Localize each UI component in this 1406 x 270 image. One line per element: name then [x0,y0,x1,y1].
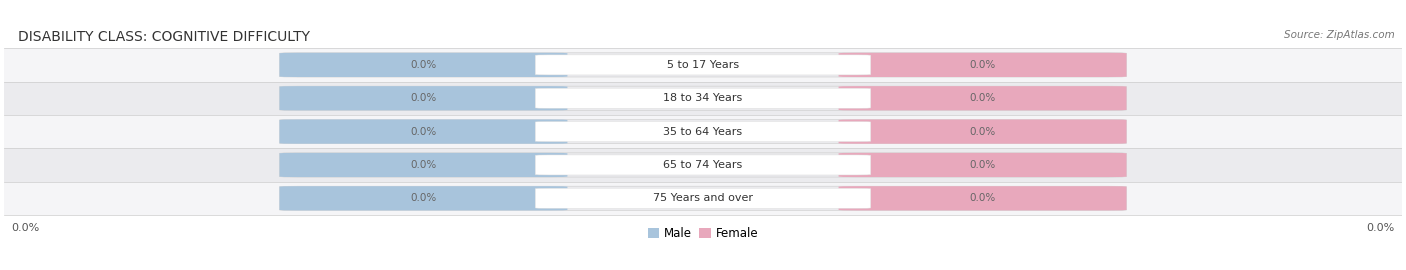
Text: 65 to 74 Years: 65 to 74 Years [664,160,742,170]
FancyBboxPatch shape [280,53,1126,77]
Text: 0.0%: 0.0% [411,127,437,137]
FancyBboxPatch shape [280,120,568,144]
Text: 0.0%: 0.0% [969,93,995,103]
Text: 35 to 64 Years: 35 to 64 Years [664,127,742,137]
Text: 5 to 17 Years: 5 to 17 Years [666,60,740,70]
FancyBboxPatch shape [838,186,1126,210]
FancyBboxPatch shape [280,120,1126,144]
FancyBboxPatch shape [280,186,568,210]
Bar [4,48,1402,82]
FancyBboxPatch shape [536,88,870,108]
Bar [4,82,1402,115]
Text: 0.0%: 0.0% [411,93,437,103]
Text: 0.0%: 0.0% [411,60,437,70]
FancyBboxPatch shape [536,155,870,175]
FancyBboxPatch shape [280,186,1126,210]
Text: 0.0%: 0.0% [969,127,995,137]
Text: 18 to 34 Years: 18 to 34 Years [664,93,742,103]
FancyBboxPatch shape [536,122,870,141]
Bar [4,115,1402,148]
Text: 0.0%: 0.0% [969,160,995,170]
Bar [4,148,1402,182]
Text: 0.0%: 0.0% [969,60,995,70]
Text: 0.0%: 0.0% [411,160,437,170]
FancyBboxPatch shape [280,153,568,177]
FancyBboxPatch shape [838,120,1126,144]
Text: Source: ZipAtlas.com: Source: ZipAtlas.com [1284,29,1395,39]
FancyBboxPatch shape [838,53,1126,77]
Text: 0.0%: 0.0% [1367,224,1395,234]
Legend: Male, Female: Male, Female [643,222,763,245]
Text: 0.0%: 0.0% [11,224,39,234]
FancyBboxPatch shape [280,86,1126,110]
Text: 0.0%: 0.0% [411,193,437,203]
FancyBboxPatch shape [536,55,870,75]
FancyBboxPatch shape [838,153,1126,177]
FancyBboxPatch shape [280,53,568,77]
Text: DISABILITY CLASS: COGNITIVE DIFFICULTY: DISABILITY CLASS: COGNITIVE DIFFICULTY [18,29,311,43]
FancyBboxPatch shape [536,188,870,208]
FancyBboxPatch shape [838,86,1126,110]
FancyBboxPatch shape [280,86,568,110]
FancyBboxPatch shape [280,153,1126,177]
Bar [4,182,1402,215]
Text: 75 Years and over: 75 Years and over [652,193,754,203]
Text: 0.0%: 0.0% [969,193,995,203]
